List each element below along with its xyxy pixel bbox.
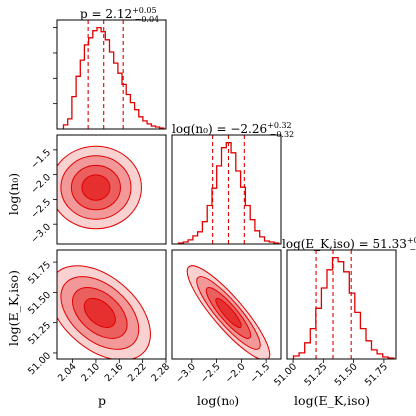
ylabel-log-ek: log(E_K,iso) xyxy=(6,270,21,346)
xtick-label: 51.50 xyxy=(333,361,360,388)
panel-frame-diag-2 xyxy=(287,250,396,359)
xtick-label: 2.28 xyxy=(149,361,172,384)
xlabel-p: p xyxy=(98,393,106,408)
title-plus-err: +0.32 xyxy=(267,121,292,130)
xlabel-log-n0: log(n₀) xyxy=(197,393,239,408)
contour-level-3 xyxy=(82,175,110,200)
contour-group-log_n0-log_EK_iso xyxy=(177,257,279,369)
ytick-label: 51.50 xyxy=(26,290,53,317)
xtick-label: 2.04 xyxy=(56,361,79,384)
ytick-label: −1.5 xyxy=(29,147,53,171)
xtick-label: −2.5 xyxy=(199,361,223,385)
panel-frame-diag-1 xyxy=(172,135,281,244)
title-plus-err: +0.05 xyxy=(132,6,157,15)
ytick-label: −3.0 xyxy=(29,222,53,246)
histogram-log_EK_iso xyxy=(294,258,394,359)
ytick-label: −2.0 xyxy=(29,172,53,196)
contour-group-p-log_n0 xyxy=(50,146,141,228)
xtick-label: −1.5 xyxy=(248,361,272,385)
title-plus-err: +0.15 xyxy=(407,236,416,245)
ylabel-log-n0: log(n₀) xyxy=(6,173,21,215)
xtick-label: 2.22 xyxy=(126,361,149,384)
xtick-label: −2.0 xyxy=(223,361,247,385)
xtick-label: 2.10 xyxy=(79,361,102,384)
ytick-label: −2.5 xyxy=(29,197,53,221)
panel-frame-diag-0 xyxy=(57,20,166,129)
title-log-n0: log(n₀) = −2.26+0.32 −0.32 xyxy=(172,121,294,139)
title-minus-err: −0.14 xyxy=(409,245,416,254)
xtick-label: 51.75 xyxy=(363,361,390,388)
xtick-label: 51.00 xyxy=(272,361,299,388)
histogram-p xyxy=(64,28,164,129)
xtick-label: 2.16 xyxy=(103,361,126,384)
ytick-label: 51.25 xyxy=(26,320,53,347)
xtick-label: −3.0 xyxy=(174,361,198,385)
ytick-label: 51.00 xyxy=(26,350,53,377)
xlabel-log-ek: log(E_K,iso) xyxy=(294,393,370,408)
xtick-label: 51.25 xyxy=(302,361,329,388)
title-p: p = 2.12+0.05 −0.04 xyxy=(80,6,159,24)
ytick-label: 51.75 xyxy=(26,259,53,286)
